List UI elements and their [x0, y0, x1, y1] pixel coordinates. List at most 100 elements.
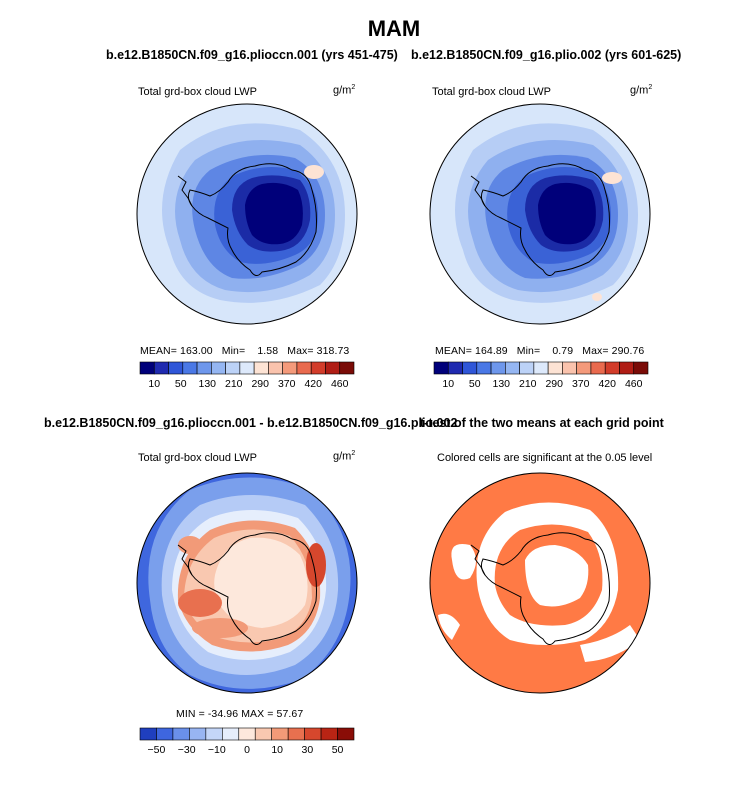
panel1-stats: MEAN= 163.00 Min= 1.58 Max= 318.73 [140, 345, 349, 357]
colorbar-swatch [139, 361, 155, 375]
panel3-colorbar [139, 727, 355, 741]
colorbar-swatch [205, 727, 223, 741]
panel2-mean: 164.89 [475, 345, 508, 357]
panel1-max-label: Max= [287, 345, 314, 357]
colorbar-tick-label: 50 [331, 744, 344, 756]
colorbar-swatch [296, 361, 312, 375]
panel2-min-label: Min= [516, 345, 541, 357]
figure-title: MAM [367, 16, 421, 41]
colorbar-tick-label: 50 [174, 378, 187, 390]
panel1-mean-label: MEAN= [140, 345, 177, 357]
panel4-subtitle: Colored cells are significant at the 0.0… [437, 452, 653, 464]
colorbar-swatch [168, 361, 184, 375]
colorbar-tick-label: 10 [271, 744, 284, 756]
colorbar-swatch [339, 361, 355, 375]
panel1-units-label: g/m2 [333, 84, 356, 97]
colorbar-swatch [447, 361, 463, 375]
colorbar-swatch [271, 727, 289, 741]
panel2-variable-label: Total grd-box cloud LWP [432, 86, 552, 98]
colorbar-swatch [337, 727, 355, 741]
colorbar-swatch [562, 361, 577, 375]
panel1-min-label: Min= [221, 345, 246, 357]
colorbar-swatch [172, 727, 190, 741]
colorbar-tick-label: 210 [518, 378, 537, 390]
panel2-colorbar [433, 361, 649, 375]
colorbar-tick-label: 10 [148, 378, 161, 390]
colorbar-tick-label: 210 [224, 378, 243, 390]
panel2-units-label: g/m2 [630, 84, 653, 97]
panel2-min: 0.79 [552, 345, 574, 357]
colorbar-swatch [282, 361, 298, 375]
colorbar-swatch [310, 361, 326, 375]
panel2-max: 290.76 [611, 345, 645, 357]
colorbar-tick-label: 130 [492, 378, 511, 390]
colorbar-tick-label: 420 [598, 378, 616, 390]
colorbar-tick-label: −10 [207, 744, 226, 756]
panel2-border [429, 103, 651, 325]
panel1-min: 1.58 [257, 345, 279, 357]
panel3-border [136, 472, 358, 694]
colorbar-swatch [239, 361, 255, 375]
colorbar-swatch [156, 727, 174, 741]
colorbar-tick-label: 0 [244, 744, 250, 756]
panel1-border [136, 103, 358, 325]
panel1-title: b.e12.B1850CN.f09_g16.plioccn.001 (yrs 4… [106, 48, 398, 62]
colorbar-swatch [505, 361, 520, 375]
colorbar-tick-label: 460 [624, 378, 643, 390]
colorbar-swatch [476, 361, 492, 375]
colorbar-tick-label: 10 [442, 378, 455, 390]
colorbar-swatch [222, 727, 240, 741]
colorbar-swatch [576, 361, 592, 375]
colorbar-swatch [633, 361, 649, 375]
panel2-mean-label: MEAN= [435, 345, 472, 357]
panel4-map [430, 473, 650, 693]
panel3-variable-label: Total grd-box cloud LWP [138, 452, 258, 464]
panel4-title: t-test of the two means at each grid poi… [420, 416, 664, 430]
panel3-map [137, 473, 357, 693]
panel2-map [430, 104, 650, 324]
colorbar-swatch [254, 727, 272, 741]
panel3-units-label: g/m2 [333, 450, 356, 463]
panel1-mean: 163.00 [180, 345, 213, 357]
colorbar-tick-label: 420 [304, 378, 322, 390]
panel3-stats: MIN = -34.96 MAX = 57.67 [176, 708, 304, 720]
colorbar-swatch [268, 361, 283, 375]
panel3-title: b.e12.B1850CN.f09_g16.plioccn.001 - b.e1… [44, 416, 458, 430]
colorbar-swatch [225, 361, 241, 375]
panel1-map [137, 104, 357, 324]
panel2-title: b.e12.B1850CN.f09_g16.plio.002 (yrs 601-… [411, 48, 682, 62]
colorbar-swatch [325, 361, 341, 375]
colorbar-swatch [604, 361, 620, 375]
colorbar-tick-label: 50 [468, 378, 481, 390]
colorbar-swatch [253, 361, 269, 375]
panel2-max-label: Max= [582, 345, 609, 357]
colorbar-swatch [462, 361, 478, 375]
colorbar-swatch [196, 361, 212, 375]
panel1-variable-label: Total grd-box cloud LWP [138, 86, 258, 98]
colorbar-tick-label: −30 [177, 744, 196, 756]
colorbar-swatch [153, 361, 169, 375]
colorbar-tick-label: −50 [147, 744, 166, 756]
colorbar-tick-label: 370 [571, 378, 590, 390]
colorbar-swatch [238, 727, 256, 741]
colorbar-swatch [590, 361, 606, 375]
colorbar-swatch [211, 361, 226, 375]
colorbar-swatch [304, 727, 322, 741]
colorbar-swatch [490, 361, 506, 375]
colorbar-swatch [619, 361, 635, 375]
colorbar-tick-label: 290 [251, 378, 269, 390]
panel4-border [429, 472, 651, 694]
panel2-stats: MEAN= 164.89 Min= 0.79 Max= 290.76 [435, 345, 644, 357]
colorbar-swatch [320, 727, 338, 741]
colorbar-swatch [533, 361, 549, 375]
colorbar-swatch [547, 361, 563, 375]
panel1-colorbar [139, 361, 355, 375]
colorbar-tick-label: 370 [277, 378, 296, 390]
colorbar-swatch [287, 727, 305, 741]
panel1-max: 318.73 [316, 345, 350, 357]
colorbar-tick-label: 290 [545, 378, 563, 390]
colorbar-swatch [182, 361, 198, 375]
colorbar-tick-label: 30 [301, 744, 314, 756]
colorbar-swatch [139, 727, 157, 741]
